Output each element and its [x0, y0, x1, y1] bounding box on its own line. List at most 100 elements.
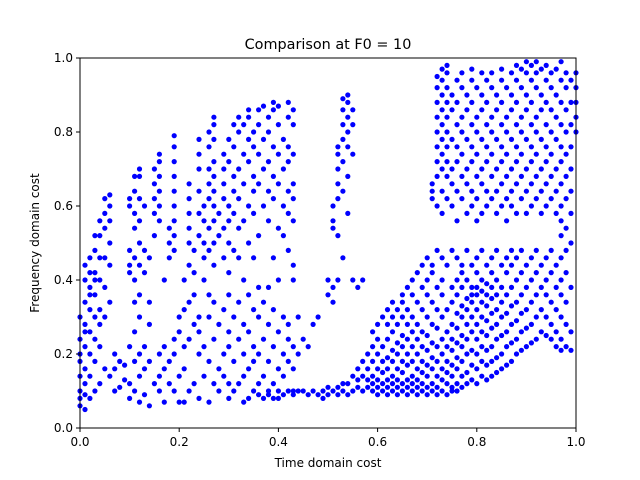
data-point	[201, 218, 207, 224]
data-point	[444, 358, 450, 364]
data-point	[166, 381, 172, 387]
data-point	[345, 99, 351, 105]
data-point	[270, 144, 276, 150]
data-point	[340, 388, 346, 394]
data-point	[136, 314, 143, 320]
data-point	[469, 314, 475, 320]
data-point	[102, 225, 108, 231]
y-tick-label: 0.2	[54, 347, 73, 361]
data-point	[345, 392, 351, 398]
data-point	[246, 203, 252, 209]
data-point	[499, 77, 505, 83]
data-point	[494, 107, 500, 113]
data-point	[384, 384, 391, 390]
data-point	[132, 188, 138, 194]
data-point	[171, 159, 177, 165]
data-point	[136, 218, 143, 224]
data-point	[394, 377, 400, 383]
data-point	[523, 107, 530, 113]
data-point	[186, 225, 192, 231]
data-point	[295, 351, 301, 357]
data-point	[107, 299, 113, 305]
data-point	[206, 225, 212, 231]
data-point	[444, 62, 450, 68]
data-point	[87, 284, 93, 290]
data-point	[508, 203, 515, 209]
data-point	[479, 107, 485, 113]
data-point	[414, 384, 420, 390]
data-point	[360, 358, 366, 364]
data-point	[484, 292, 490, 298]
data-point	[375, 392, 381, 398]
data-point	[523, 307, 530, 313]
data-point	[489, 173, 495, 179]
data-point	[231, 173, 237, 179]
data-point	[340, 159, 346, 165]
data-point	[216, 321, 222, 327]
data-point	[533, 247, 539, 253]
data-point	[275, 103, 281, 109]
data-point	[394, 340, 400, 346]
data-point	[439, 388, 445, 394]
data-point	[206, 314, 212, 320]
data-point	[469, 99, 475, 105]
data-point	[533, 173, 539, 179]
data-point	[181, 399, 187, 405]
data-point	[459, 358, 465, 364]
data-point	[256, 351, 262, 357]
data-point	[464, 247, 470, 253]
data-point	[325, 292, 331, 298]
data-point	[112, 351, 118, 357]
data-point	[459, 303, 465, 309]
data-point	[568, 240, 574, 246]
data-point	[409, 388, 415, 394]
data-point	[156, 173, 162, 179]
data-point	[127, 247, 133, 253]
data-point	[568, 122, 574, 128]
data-point	[429, 366, 435, 372]
data-point	[355, 377, 361, 383]
data-point	[92, 358, 98, 364]
data-point	[563, 299, 569, 305]
data-point	[112, 388, 118, 394]
data-point	[494, 321, 500, 327]
data-point	[563, 70, 569, 76]
data-point	[136, 262, 143, 268]
data-point	[340, 136, 346, 142]
data-point	[211, 336, 217, 342]
data-point	[231, 210, 237, 216]
data-point	[518, 196, 525, 202]
data-point	[439, 151, 445, 157]
data-point	[384, 366, 391, 372]
data-point	[151, 233, 157, 239]
data-point	[265, 358, 272, 364]
data-point	[439, 292, 445, 298]
data-point	[384, 321, 391, 327]
data-point	[518, 329, 525, 335]
data-point	[499, 366, 505, 372]
data-point	[553, 210, 559, 216]
data-point	[97, 255, 103, 261]
data-point	[285, 336, 291, 342]
data-point	[553, 114, 559, 120]
y-tick-label: 0.8	[54, 125, 73, 139]
data-point	[454, 340, 460, 346]
data-point	[419, 344, 425, 350]
data-point	[444, 114, 450, 120]
data-point	[504, 310, 510, 316]
data-point	[419, 284, 425, 290]
data-point	[97, 277, 103, 283]
data-point	[196, 395, 202, 401]
data-point	[543, 62, 549, 68]
data-point	[260, 136, 267, 142]
data-point	[211, 381, 217, 387]
data-point	[464, 307, 470, 313]
data-point	[251, 255, 257, 261]
data-point	[241, 218, 247, 224]
data-point	[538, 329, 544, 335]
data-point	[449, 347, 455, 353]
data-point	[82, 277, 88, 283]
data-point	[285, 99, 291, 105]
data-point	[504, 173, 510, 179]
